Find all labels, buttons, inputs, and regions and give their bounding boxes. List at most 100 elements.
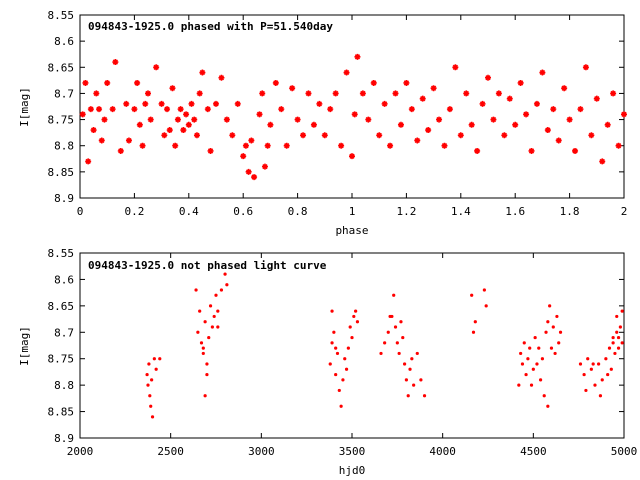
data-point xyxy=(415,351,419,356)
data-point xyxy=(150,415,155,419)
data-point xyxy=(330,341,334,345)
x-tick-label: 0.8 xyxy=(288,205,308,218)
data-point xyxy=(584,388,588,393)
y-tick-label: 8.9 xyxy=(54,192,74,205)
data-point xyxy=(117,147,124,154)
data-point xyxy=(351,111,358,118)
data-point xyxy=(393,325,398,329)
data-point xyxy=(172,142,179,149)
data-point xyxy=(234,100,241,107)
y-tick-label: 8.65 xyxy=(48,61,75,74)
x-axis-label: hjd0 xyxy=(339,464,366,477)
x-tick-label: 0 xyxy=(77,205,84,218)
data-point xyxy=(199,341,204,345)
data-point xyxy=(147,116,154,123)
x-tick-label: 2 xyxy=(621,205,628,218)
x-tick-label: 4500 xyxy=(520,445,547,458)
data-point xyxy=(578,362,583,366)
data-point xyxy=(399,320,403,324)
data-point xyxy=(379,351,383,356)
data-point xyxy=(349,153,355,160)
data-point xyxy=(529,383,534,387)
data-point xyxy=(531,367,535,371)
data-point xyxy=(616,335,621,340)
data-point xyxy=(528,346,532,350)
data-point xyxy=(519,351,523,356)
data-point xyxy=(408,106,415,113)
data-point xyxy=(338,142,345,149)
y-tick-label: 8.7 xyxy=(54,326,74,339)
data-point xyxy=(555,314,559,319)
data-point xyxy=(473,320,477,324)
data-point xyxy=(395,341,399,345)
data-point xyxy=(526,357,530,361)
x-tick-label: 1.4 xyxy=(451,205,471,218)
x-axis-label: phase xyxy=(335,224,368,237)
data-point xyxy=(216,309,220,313)
data-point xyxy=(334,372,338,377)
data-point xyxy=(261,163,268,170)
data-point xyxy=(147,362,151,366)
data-point xyxy=(330,309,334,313)
data-point xyxy=(546,404,550,408)
data-point xyxy=(600,378,604,382)
data-point xyxy=(549,346,554,350)
data-point xyxy=(419,95,426,102)
data-point xyxy=(392,293,396,297)
data-point xyxy=(397,121,404,128)
data-point xyxy=(251,174,258,181)
data-point xyxy=(354,53,361,60)
y-tick-label: 8.8 xyxy=(54,140,74,153)
data-point xyxy=(223,272,227,276)
data-point xyxy=(316,100,323,107)
data-point xyxy=(158,357,162,361)
data-point xyxy=(392,90,399,97)
phased-light-curve-panel: 094843-1925.0 phased with P=51.540day ph… xyxy=(18,9,627,237)
data-point xyxy=(376,132,383,139)
data-point xyxy=(535,362,539,366)
data-point xyxy=(289,85,296,92)
x-tick-label: 1.8 xyxy=(560,205,580,218)
data-point xyxy=(188,100,195,107)
data-point xyxy=(479,100,486,107)
data-point xyxy=(558,330,563,334)
data-point xyxy=(207,335,211,340)
data-point xyxy=(256,111,263,118)
data-point xyxy=(152,357,156,361)
data-point xyxy=(208,304,213,308)
data-point xyxy=(219,288,224,292)
data-point xyxy=(522,341,526,345)
data-point xyxy=(278,106,285,113)
data-point xyxy=(604,121,611,128)
data-point xyxy=(544,330,548,334)
data-point xyxy=(430,85,437,92)
data-point xyxy=(548,304,552,308)
data-point xyxy=(87,106,94,113)
data-point xyxy=(484,304,488,308)
y-tick-label: 8.65 xyxy=(48,300,75,313)
data-point xyxy=(191,116,198,123)
data-point xyxy=(457,132,464,139)
data-point xyxy=(205,372,209,377)
data-point xyxy=(616,346,621,350)
data-point xyxy=(305,90,312,97)
data-point xyxy=(422,394,427,398)
data-point xyxy=(402,362,407,366)
data-point xyxy=(123,100,130,107)
y-axis-label: I[mag] xyxy=(18,326,31,366)
x-tick-label: 0.4 xyxy=(179,205,199,218)
data-point xyxy=(586,357,590,361)
y-tick-label: 8.6 xyxy=(54,273,74,286)
data-point xyxy=(604,357,608,361)
data-point xyxy=(446,106,453,113)
data-point xyxy=(203,394,207,398)
data-point xyxy=(517,383,521,387)
data-point xyxy=(550,106,557,113)
data-point xyxy=(194,288,198,292)
data-point xyxy=(436,116,443,123)
data-point xyxy=(485,74,491,81)
data-point xyxy=(131,106,138,113)
data-point xyxy=(104,79,111,86)
data-point xyxy=(264,142,271,149)
data-point xyxy=(474,147,481,154)
